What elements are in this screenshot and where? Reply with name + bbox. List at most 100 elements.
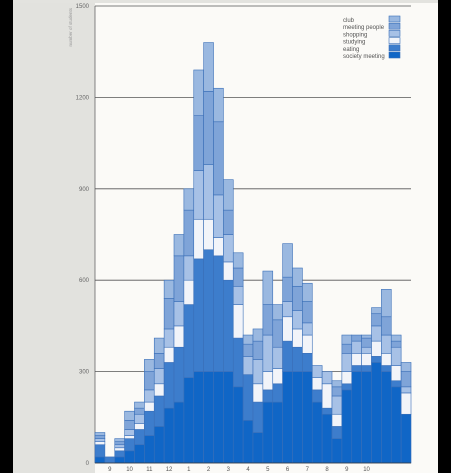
bar-segment-shopping — [134, 413, 145, 424]
bar-segment-club — [153, 337, 165, 354]
bar-segment-shopping — [292, 310, 303, 330]
bar-segment-meeting-people — [390, 340, 402, 348]
bar-segment-club — [213, 87, 224, 123]
bar-segment-shopping — [252, 359, 264, 385]
bar-segment-studying — [94, 441, 106, 446]
bar-segment-studying — [302, 334, 313, 354]
bar-segment-society-meeting — [351, 371, 362, 464]
bar-segment-meeting-people — [94, 435, 106, 439]
bar-segment-studying — [341, 371, 353, 385]
bar-segment-shopping — [173, 301, 185, 327]
bar-segment-shopping — [282, 301, 293, 318]
legend-label-eating: eating — [343, 47, 359, 53]
bar-segment-meeting-people — [361, 337, 372, 348]
bar-segment-shopping — [124, 429, 135, 436]
bar-segment-society-meeting — [361, 371, 372, 464]
bar-segment-society-meeting — [252, 432, 264, 464]
bar-segment-meeting-people — [183, 209, 195, 257]
bar-segment-club — [223, 179, 234, 211]
bar-segment-society-meeting — [223, 371, 234, 464]
bar-segment-studying — [381, 353, 392, 366]
bar-segment-studying — [193, 218, 204, 260]
bar-segment-shopping — [114, 444, 125, 449]
bar-segment-shopping — [341, 353, 353, 372]
bar-segment-meeting-people — [302, 301, 313, 324]
bar-segment-eating — [371, 356, 382, 363]
bar-segment-studying — [173, 325, 185, 348]
bar-segment-meeting-people — [341, 343, 353, 354]
bar-segment-shopping — [193, 170, 204, 220]
bar-segment-eating — [321, 407, 333, 415]
bar-segment-eating — [272, 383, 283, 403]
bar-segment-society-meeting — [183, 377, 195, 464]
bar-segment-eating — [114, 450, 125, 458]
bar-segment-studying — [183, 279, 195, 305]
x-tick-label: 12 — [166, 467, 173, 473]
bar-segment-club — [173, 234, 185, 257]
x-tick-label: 5 — [266, 467, 270, 473]
bar-segment-eating — [311, 389, 323, 403]
bar-segment-studying — [282, 316, 293, 342]
bar-segment-meeting-people — [203, 91, 214, 165]
bar-segment-eating — [144, 410, 155, 436]
bar-segment-studying — [400, 392, 412, 415]
bar-segment-eating — [242, 374, 254, 421]
bar-segment-society-meeting — [124, 450, 135, 464]
bar-segment-eating — [381, 365, 392, 372]
chart-page: 0 300 600 900 1200 1500 number of students 9 10 1… — [13, 0, 438, 473]
bar-segment-club — [262, 270, 274, 305]
bar-segment-club — [292, 267, 303, 287]
bar-segment-club — [252, 328, 264, 342]
bar-segment-club — [302, 282, 313, 302]
bar-segment-meeting-people — [213, 121, 224, 196]
bar-segment-studying — [124, 435, 135, 439]
y-tick-label: 300 — [79, 370, 90, 376]
x-tick-label: 1 — [187, 467, 191, 473]
bar-segment-club — [203, 42, 214, 92]
bar-segment-club — [183, 188, 195, 211]
bar-segment-society-meeting — [114, 456, 125, 464]
bar-segment-studying — [203, 218, 214, 251]
legend-swatch-meeting-people — [388, 22, 401, 30]
bar-segment-meeting-people — [400, 371, 412, 388]
bar-segment-club — [400, 362, 412, 372]
bar-segment-studying — [351, 353, 362, 366]
bar-segment-eating — [351, 365, 362, 372]
bar-segment-shopping — [262, 334, 274, 372]
bar-segment-club — [144, 359, 155, 372]
bar-segment-society-meeting — [144, 435, 155, 464]
bar-segment-shopping — [331, 395, 343, 415]
bar-segment-studying — [213, 237, 224, 257]
bar-segment-society-meeting — [193, 371, 204, 464]
x-tick-label: 3 — [227, 467, 231, 473]
bar-segment-meeting-people — [232, 267, 244, 287]
bar-segment-society-meeting — [272, 401, 283, 464]
bar-segment-meeting-people — [114, 441, 125, 446]
bar-segment-society-meeting — [341, 389, 353, 464]
legend-label-society-meeting: society meeting — [343, 54, 385, 60]
bar-segment-eating — [341, 383, 353, 391]
bar-segment-studying — [262, 371, 274, 391]
x-tick-label: 8 — [325, 467, 329, 473]
legend-swatch-studying — [388, 37, 401, 44]
bar-segment-shopping — [400, 386, 412, 394]
bar-segment-club — [371, 307, 382, 315]
y-tick-label: 1200 — [76, 95, 90, 101]
bar-segment-shopping — [213, 194, 224, 238]
bar-segment-shopping — [302, 322, 313, 336]
bar-segment-shopping — [223, 234, 234, 263]
bar-segment-studying — [390, 365, 402, 382]
x-tick-label: 10 — [126, 467, 133, 473]
bar-segment-studying — [331, 413, 343, 427]
bar-segment-meeting-people — [262, 304, 274, 336]
bar-segment-eating — [203, 249, 214, 372]
legend-label-meeting-people: meeting people — [343, 25, 385, 31]
bar-segment-society-meeting — [173, 401, 185, 464]
x-tick-label: 6 — [286, 467, 290, 473]
bar-segment-society-meeting — [292, 371, 303, 464]
bar-segment-studying — [232, 304, 244, 339]
y-tick-label: 1500 — [76, 4, 90, 10]
bar-segment-studying — [223, 261, 234, 281]
bar-segment-eating — [302, 353, 313, 372]
x-tick-label: 7 — [306, 467, 310, 473]
